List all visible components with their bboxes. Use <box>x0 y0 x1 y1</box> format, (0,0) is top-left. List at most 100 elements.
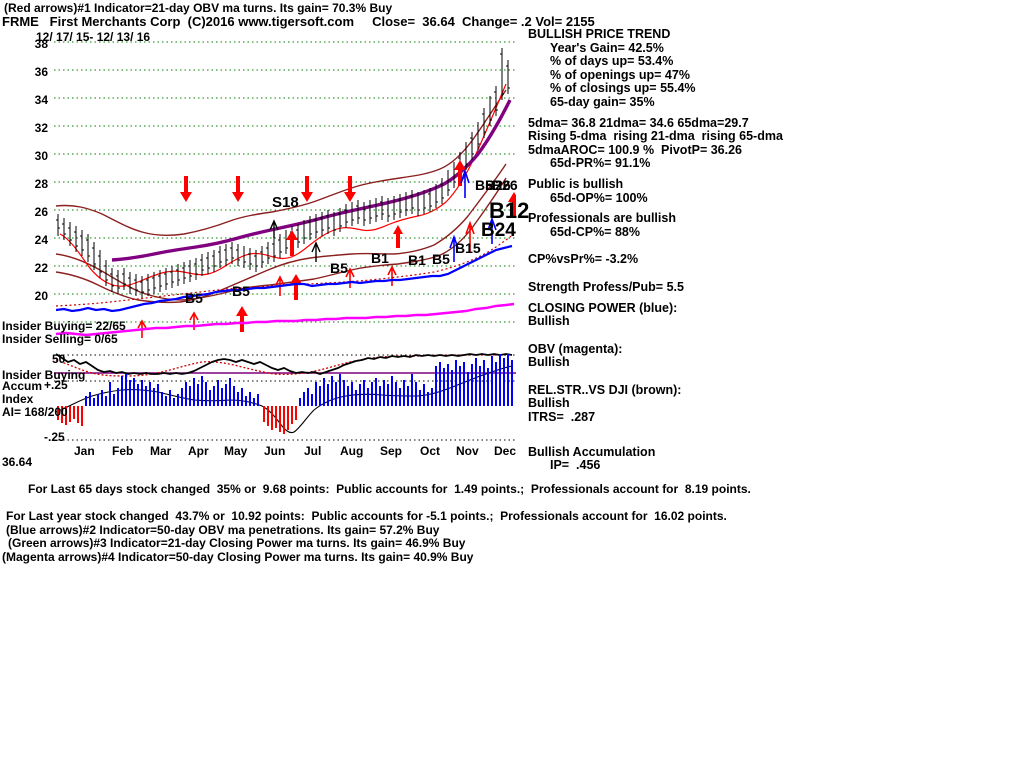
annotation-b1-a: B1 <box>371 250 389 266</box>
month-mar: Mar <box>150 444 172 458</box>
price-chart-svg <box>54 41 516 338</box>
annotation-b-overlap-1: B5 <box>475 177 493 193</box>
month-oct: Oct <box>420 444 441 458</box>
accum-title-line2: Accum <box>2 379 43 393</box>
years-gain: Year's Gain= 42.5% <box>550 40 664 55</box>
spacer-11 <box>528 370 1018 377</box>
quote-header: FRME First Merchants Corp (C)2016 www.ti… <box>2 14 595 29</box>
month-jun: Jun <box>264 444 286 458</box>
note-line-1: For Last 65 days stock changed 35% or 9.… <box>28 482 751 496</box>
indicator-info-panel: BULLISH PRICE TREND Year's Gain= 42.5% %… <box>528 27 1018 473</box>
month-dec: Dec <box>494 444 517 458</box>
bullish-price-trend-title: BULLISH PRICE TREND <box>528 27 671 41</box>
note-line-3: (Blue arrows)#2 Indicator=50-day OBV ma … <box>6 522 440 537</box>
cp-vs-pr: CP%vsPr%= -3.2% <box>528 252 639 267</box>
obv-line <box>55 302 515 337</box>
note-line-2: For Last year stock changed 43.7% or 10.… <box>6 509 727 523</box>
overlapping-price-label: 36.64 <box>2 455 33 469</box>
note-line-5: (Magenta arrows)#4 Indicator=50-day Clos… <box>2 549 474 564</box>
annotation-b5-a: B5 <box>185 290 203 306</box>
cp65-value: 65d-CP%= 88% <box>550 224 640 239</box>
red-arrow-up <box>236 160 516 332</box>
pct-closings-up: % of closings up= 55.4% <box>550 81 696 96</box>
insider-selling-label: Insider Selling= 0/65 <box>2 332 118 346</box>
closing-power-status: Bullish <box>528 314 570 329</box>
month-axis: Jan Feb Mar Apr May Jun Jul Aug Sep Oct … <box>54 444 520 460</box>
price-tick-20: 20 <box>34 289 48 303</box>
annotation-s18: S18 <box>272 194 299 211</box>
accumulation-panel <box>54 352 516 444</box>
ip-value: IP= .456 <box>550 458 601 473</box>
closing-power-obv-svg <box>55 233 515 337</box>
month-nov: Nov <box>456 444 479 458</box>
closing-power-line <box>55 244 513 313</box>
itrs-value: ITRS= .287 <box>528 410 596 425</box>
histogram-ma-line <box>55 365 513 434</box>
month-feb: Feb <box>112 444 134 458</box>
spacer-13 <box>528 425 1018 432</box>
spacer-14 <box>528 432 1018 439</box>
gain-65day: 65-day gain= 35% <box>550 94 655 109</box>
price-tick-24: 24 <box>34 233 48 247</box>
price-tick-32: 32 <box>34 121 48 135</box>
annotation-b5-c: B5 <box>330 260 348 276</box>
professionals-status: Professionals are bullish <box>528 211 676 226</box>
red-arrow-down <box>180 176 356 202</box>
bottom-notes: 36.64 For Last 65 days stock changed 35%… <box>2 455 1022 564</box>
annotation-b12: B12 <box>489 198 530 223</box>
accum-ai-reading: AI= 168/200 <box>2 405 68 419</box>
price-tick-34: 34 <box>34 93 48 107</box>
annotation-b-overlap-3: B26 <box>492 177 518 193</box>
accum-tick-minus25: -.25 <box>44 430 65 444</box>
date-range-label: 12/ 17/ 15- 12/ 13/ 16 <box>36 30 151 44</box>
obv-title: OBV (magenta): <box>528 341 623 356</box>
annotation-b5-b: B5 <box>232 283 250 299</box>
ip-line <box>55 353 513 375</box>
spacer-4 <box>528 239 1018 246</box>
upper-band-line <box>55 89 507 237</box>
price-tick-22: 22 <box>34 261 48 275</box>
price-chart-panel: S18 B12 B24 B15 B5 B5 B5 B1 B1 B5 B5 B26 B26 <box>54 38 529 338</box>
annotation-b5-d: B5 <box>432 251 450 267</box>
accumulation-title: Bullish Accumulation <box>528 444 656 459</box>
price-tick-30: 30 <box>34 149 48 163</box>
price-bars <box>56 48 510 298</box>
month-sep: Sep <box>380 444 403 458</box>
accum-tick-plus25: +.25 <box>44 378 68 392</box>
accumulation-svg <box>54 353 516 441</box>
closing-power-ma-dotted <box>55 233 515 307</box>
annotation-b15: B15 <box>455 240 481 256</box>
annotation-b24: B24 <box>481 220 516 241</box>
price-tick-36: 36 <box>34 65 48 79</box>
price-tick-26: 26 <box>34 205 48 219</box>
month-aug: Aug <box>340 444 364 458</box>
month-may: May <box>224 444 248 458</box>
relstr-title: REL.STR..VS DJI (brown): <box>528 382 682 397</box>
histogram-bar-up <box>85 354 513 406</box>
aroc-pivot-line: 5dmaAROC= 100.9 % PivotP= 36.26 <box>528 142 742 157</box>
red-arrow-legend: (Red arrows)#1 Indicator=21-day OBV ma t… <box>4 1 393 15</box>
red-signal-arrows <box>180 160 516 332</box>
relstr-status: Bullish <box>528 396 570 411</box>
relative-strength-line <box>55 163 507 304</box>
price-gridlines <box>54 41 516 323</box>
histogram-bar-down <box>57 406 297 434</box>
month-apr: Apr <box>188 444 209 458</box>
spacer-6 <box>528 267 1018 274</box>
month-jul: Jul <box>304 444 322 458</box>
dma-line: 5dma= 36.8 21dma= 34.6 65dma=29.7 <box>528 115 749 130</box>
strength-profess-pub: Strength Profess/Pub= 5.5 <box>528 279 684 294</box>
month-jan: Jan <box>74 444 95 458</box>
annotation-b-overlap-2: B26 <box>485 177 511 193</box>
insider-buying-label: Insider Buying= 22/65 <box>2 319 126 333</box>
pct-openings-up: % of openings up= 47% <box>550 67 690 82</box>
spacer-9 <box>528 329 1018 336</box>
black-thin-arrows <box>269 219 321 262</box>
accum-title-line1: Insider Buying <box>2 368 86 382</box>
accum-histogram <box>57 354 513 434</box>
price-tick-38: 38 <box>34 37 48 51</box>
accum-title-line3: Index <box>2 392 34 406</box>
public-status: Public is bullish <box>528 176 624 191</box>
op65-value: 65d-OP%= 100% <box>550 190 648 205</box>
pr65-value: 65d-PR%= 91.1% <box>550 156 651 171</box>
